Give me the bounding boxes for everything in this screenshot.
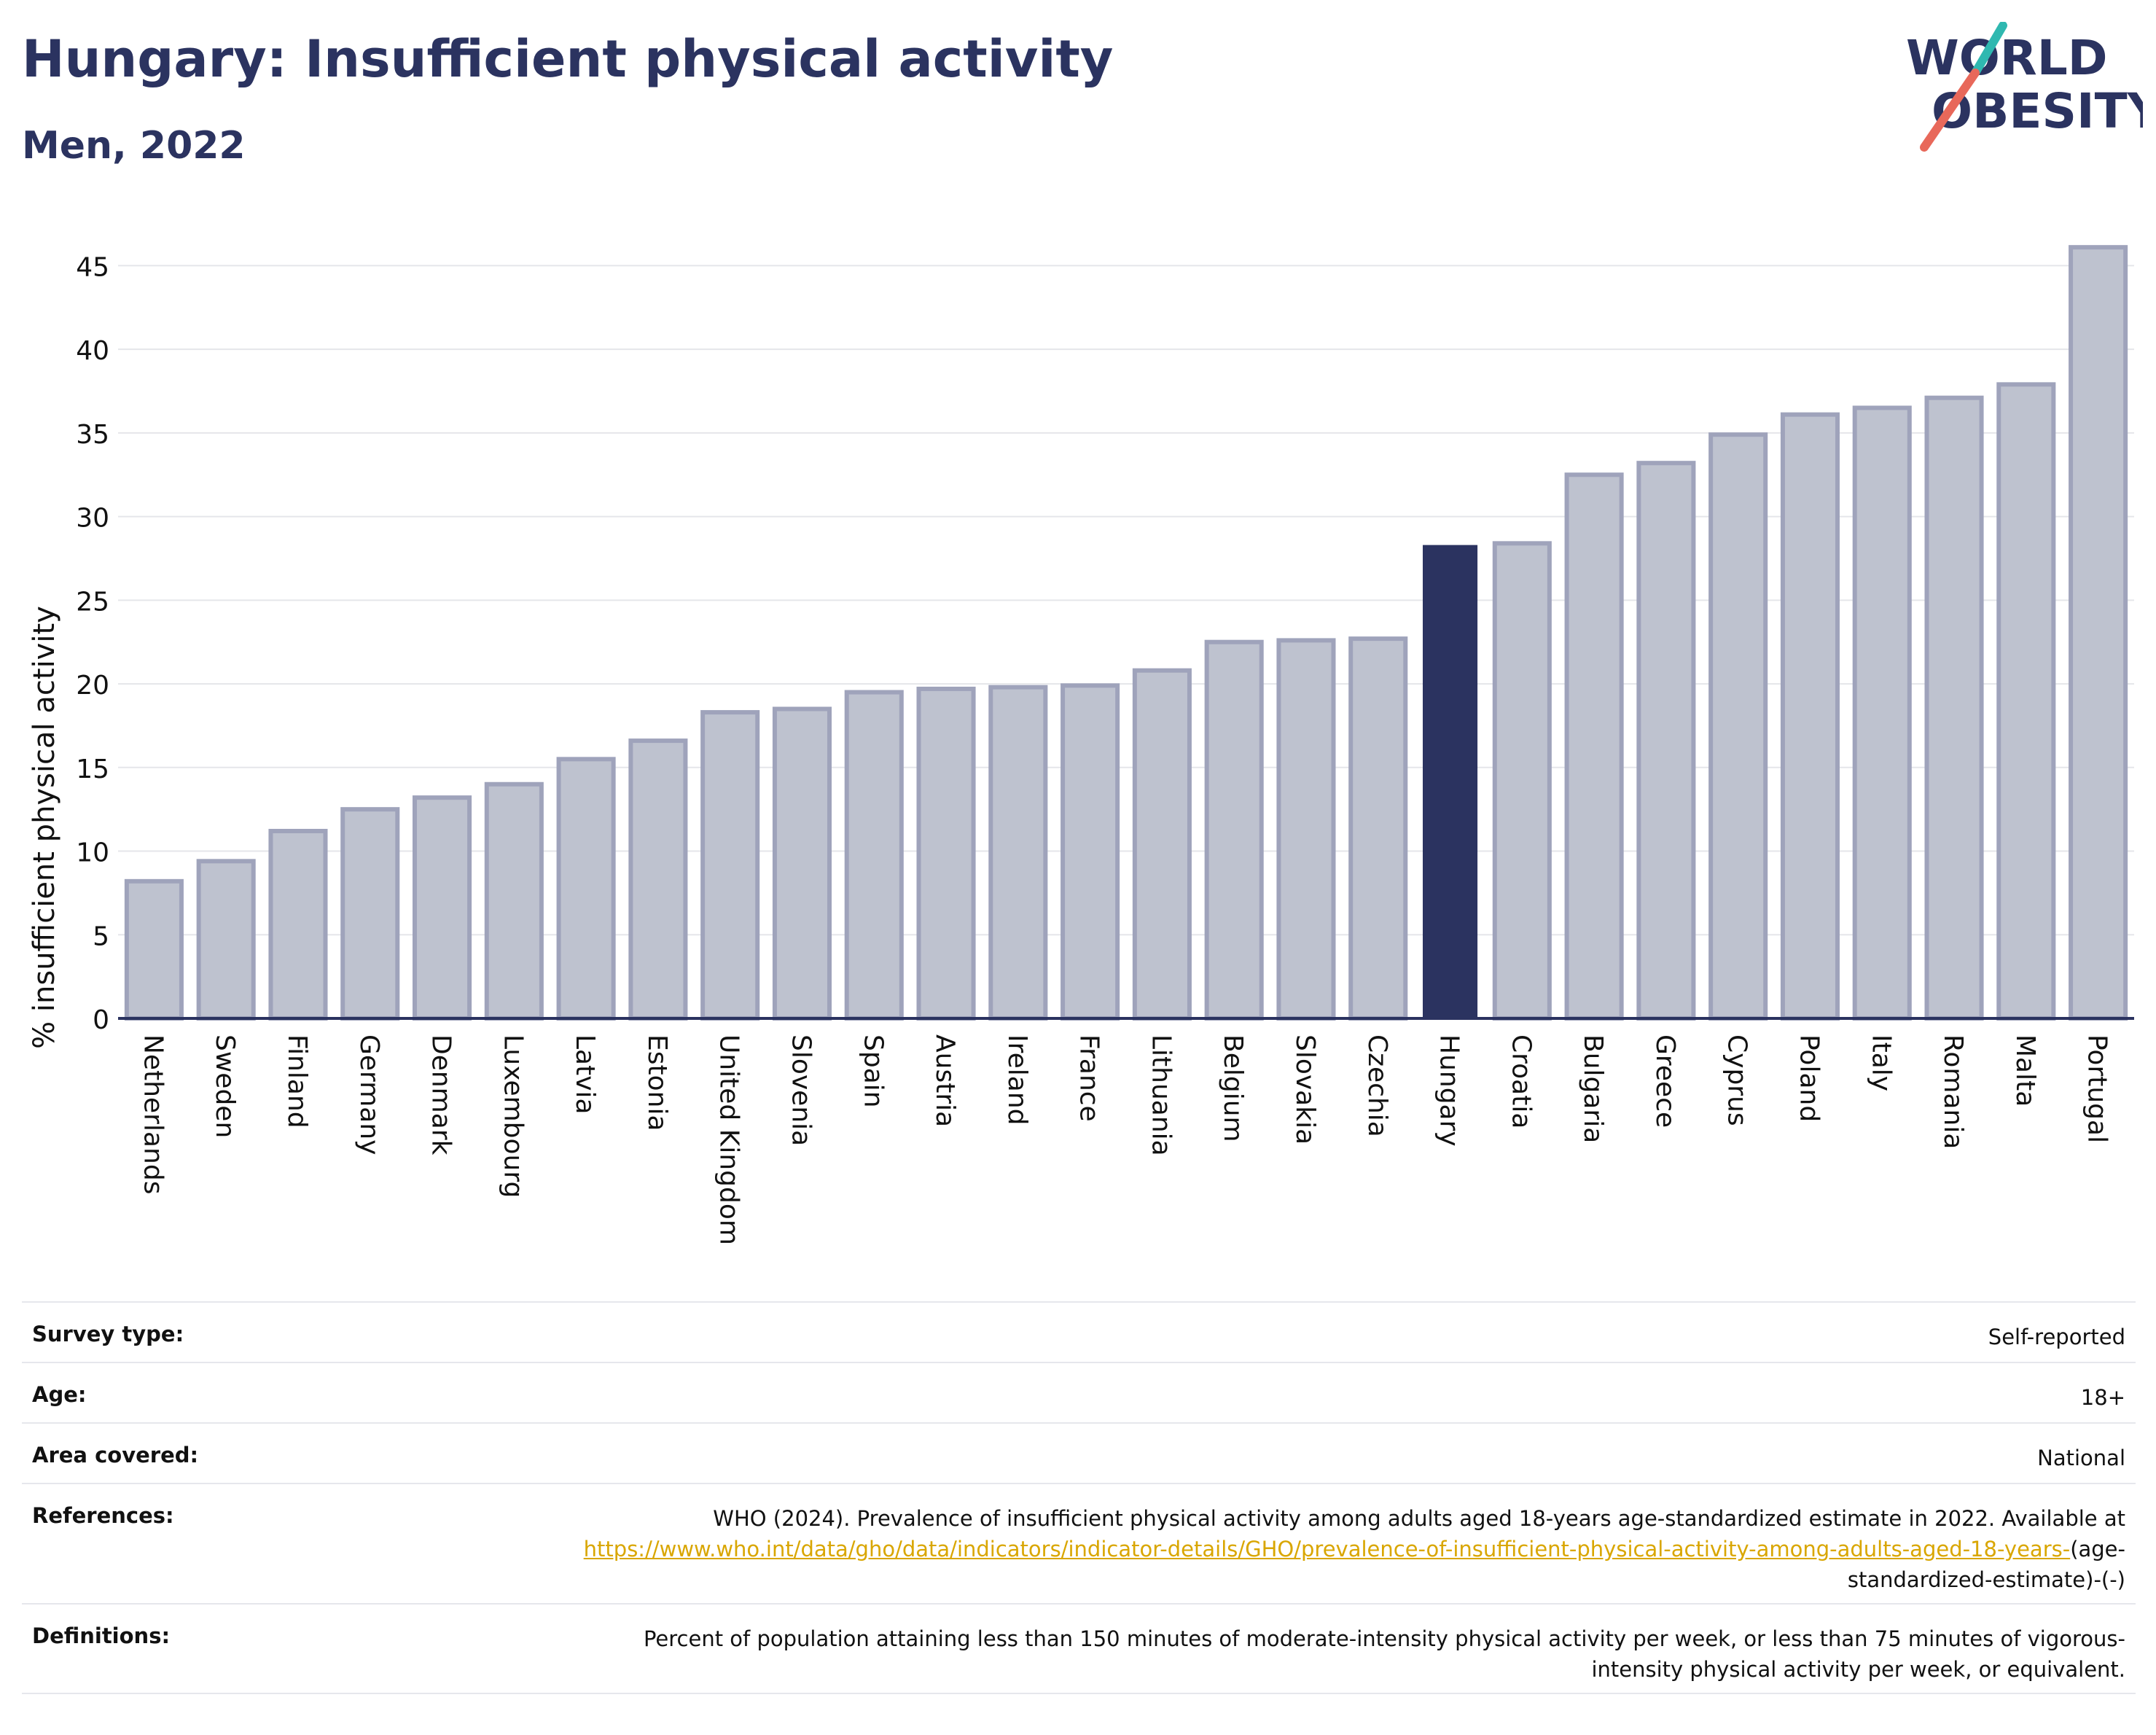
bar [1204, 639, 1264, 1021]
definitions-label: Definitions: [32, 1623, 171, 1648]
bar [772, 706, 832, 1021]
y-tick-label: 45 [76, 252, 109, 282]
x-tick-label: Portugal [2082, 1034, 2112, 1143]
bar [1348, 636, 1408, 1021]
y-tick-label: 20 [76, 671, 109, 701]
bar [484, 781, 544, 1021]
bar [340, 807, 400, 1021]
bar [1780, 412, 1840, 1021]
x-tick-label: Spain [858, 1034, 888, 1108]
y-tick-label: 40 [76, 336, 109, 366]
survey-type-row: Survey type: Self-reported [22, 1301, 2136, 1362]
age-row: Age: 18+ [22, 1362, 2136, 1422]
bar [844, 690, 904, 1021]
bar [916, 686, 976, 1021]
bar [1564, 472, 1624, 1021]
references-link[interactable]: https://www.who.int/data/gho/data/indica… [583, 1537, 2071, 1562]
x-tick-label: Slovakia [1290, 1034, 1320, 1145]
age-value: 18+ [2080, 1385, 2125, 1410]
x-tick-label: Belgium [1218, 1034, 1248, 1142]
x-tick-label: Sweden [210, 1034, 240, 1138]
y-tick-label: 5 [93, 921, 109, 951]
x-tick-label: Slovenia [786, 1034, 816, 1146]
bar [1852, 405, 1912, 1021]
references-label: References: [32, 1503, 174, 1528]
world-obesity-logo: WORLD OBESITY [1906, 22, 2143, 152]
x-tick-label: Lithuania [1146, 1034, 1176, 1156]
references-text: WHO (2024). Prevalence of insufficient p… [713, 1506, 2125, 1531]
x-tick-label: Finland [282, 1034, 312, 1128]
y-tick-label: 25 [76, 587, 109, 617]
x-tick-label: Estonia [642, 1034, 672, 1131]
bars [124, 245, 2128, 1021]
area-label: Area covered: [32, 1443, 199, 1467]
x-tick-label: Greece [1650, 1034, 1680, 1128]
bar [1636, 461, 1696, 1021]
logo-word-world: WORLD [1906, 30, 2108, 86]
y-tick-label: 10 [76, 838, 109, 868]
logo-slash-teal [1971, 22, 2007, 77]
x-tick-label: Latvia [570, 1034, 600, 1115]
y-tick-label: 0 [93, 1005, 109, 1035]
axes: 0 5 10 15 20 25 30 35 40 45 Netherlands Sweden Finla… [76, 252, 2134, 1245]
x-tick-label: France [1074, 1034, 1104, 1122]
x-tick-label: Hungary [1434, 1034, 1464, 1147]
y-tick-label: 35 [76, 420, 109, 450]
bar [1708, 432, 1768, 1021]
y-axis-label: % insufficient physical activity [28, 606, 61, 1049]
bar [412, 795, 472, 1021]
bar [556, 757, 616, 1021]
references-row: References: WHO (2024). Prevalence of in… [22, 1483, 2136, 1603]
chart-subtitle: Men, 2022 [22, 124, 246, 168]
references-suffix: (age-standardized-estimate)-(-) [1847, 1537, 2125, 1592]
bar [1996, 382, 2056, 1021]
area-value: National [2037, 1446, 2125, 1470]
bar [1492, 541, 1552, 1021]
x-tick-label: Ireland [1002, 1034, 1032, 1126]
x-tick-label: Netherlands [138, 1034, 168, 1194]
x-tick-label: Germany [354, 1034, 384, 1155]
x-tick-label: Italy [1866, 1034, 1896, 1091]
bar [124, 878, 184, 1021]
bar [628, 738, 688, 1021]
y-tick-label: 15 [76, 755, 109, 784]
survey-type-label: Survey type: [32, 1322, 184, 1346]
x-tick-label: Bulgaria [1578, 1034, 1608, 1143]
x-tick-label: Austria [930, 1034, 960, 1127]
x-tick-label: Luxembourg [498, 1034, 528, 1198]
x-tick-label: Cyprus [1722, 1034, 1752, 1126]
references-value: WHO (2024). Prevalence of insufficient p… [558, 1484, 2125, 1603]
bar [268, 829, 328, 1021]
x-tick-label: Denmark [426, 1034, 456, 1155]
bar [196, 859, 256, 1021]
info-table: Survey type: Self-reported Age: 18+ Area… [22, 1301, 2136, 1694]
bar [1276, 638, 1336, 1021]
bar [1924, 395, 1984, 1021]
age-label: Age: [32, 1382, 87, 1407]
bar [2069, 245, 2128, 1021]
survey-type-value: Self-reported [1988, 1325, 2125, 1349]
x-tick-label: Croatia [1506, 1034, 1536, 1128]
logo-slash-coral [1920, 69, 1980, 152]
chart-title: Hungary: Insufficient physical activity [22, 29, 1114, 89]
x-tick-label: Czechia [1362, 1034, 1392, 1137]
bar [700, 710, 760, 1021]
x-tick-label: Poland [1794, 1034, 1824, 1122]
bar-highlighted [1422, 545, 1478, 1018]
bar [1061, 683, 1120, 1021]
bar [988, 685, 1048, 1021]
x-tick-label: Romania [1938, 1034, 1968, 1149]
x-tick-label: United Kingdom [714, 1034, 744, 1245]
area-row: Area covered: National [22, 1422, 2136, 1483]
y-tick-label: 30 [76, 504, 109, 534]
definitions-row: Definitions: Percent of population attai… [22, 1603, 2136, 1694]
definitions-value: Percent of population attaining less tha… [643, 1626, 2125, 1682]
bar-chart: 0 5 10 15 20 25 30 35 40 45 Netherlands Sweden Finla… [28, 245, 2134, 1245]
bar [1132, 668, 1192, 1021]
x-tick-label: Malta [2010, 1034, 2040, 1107]
